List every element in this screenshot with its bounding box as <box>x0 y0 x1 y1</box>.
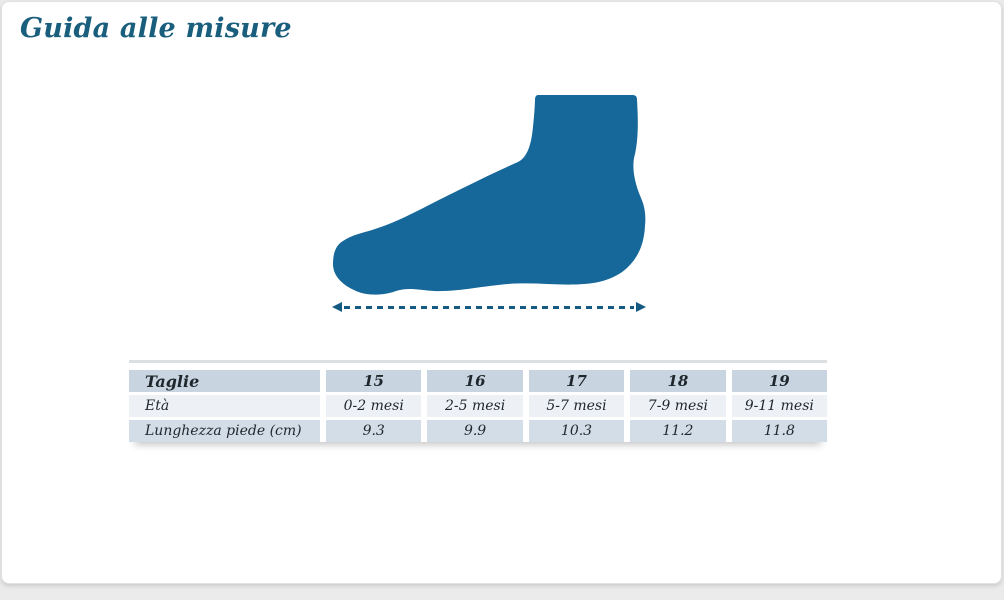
table-header-size-16: 16 <box>427 370 523 392</box>
foot-silhouette-icon <box>333 95 646 295</box>
arrow-left-head-icon <box>332 302 342 312</box>
table-cell-eta-15: 0-2 mesi <box>326 395 422 417</box>
table-header-size-18: 18 <box>630 370 726 392</box>
table-cell-eta-19: 9-11 mesi <box>731 395 827 417</box>
table-row-label-eta: Età <box>129 395 320 417</box>
size-table: Taglie 15 16 17 18 19 Età 0-2 mesi 2-5 m… <box>129 360 827 442</box>
size-table-grid: Taglie 15 16 17 18 19 Età 0-2 mesi 2-5 m… <box>129 370 827 442</box>
table-top-divider <box>129 360 827 363</box>
arrow-right-head-icon <box>636 302 646 312</box>
table-header-taglie: Taglie <box>129 370 320 392</box>
table-cell-lunghezza-18: 11.2 <box>630 420 726 442</box>
arrow-dashed-line <box>344 305 634 309</box>
table-cell-eta-16: 2-5 mesi <box>427 395 523 417</box>
foot-silhouette-shape <box>333 95 646 295</box>
size-guide-card: Guida alle misure Taglie 15 16 17 18 19 … <box>1 1 1002 584</box>
page-title: Guida alle misure <box>20 13 292 44</box>
table-cell-lunghezza-16: 9.9 <box>427 420 523 442</box>
table-cell-lunghezza-17: 10.3 <box>528 420 625 442</box>
table-header-size-19: 19 <box>731 370 827 392</box>
table-header-size-17: 17 <box>528 370 625 392</box>
table-cell-lunghezza-19: 11.8 <box>731 420 827 442</box>
table-cell-eta-18: 7-9 mesi <box>630 395 726 417</box>
table-cell-lunghezza-15: 9.3 <box>326 420 422 442</box>
table-header-size-15: 15 <box>326 370 422 392</box>
table-cell-eta-17: 5-7 mesi <box>528 395 625 417</box>
foot-diagram <box>332 94 646 313</box>
foot-length-arrow <box>332 301 646 313</box>
table-row-label-lunghezza: Lunghezza piede (cm) <box>129 420 320 442</box>
